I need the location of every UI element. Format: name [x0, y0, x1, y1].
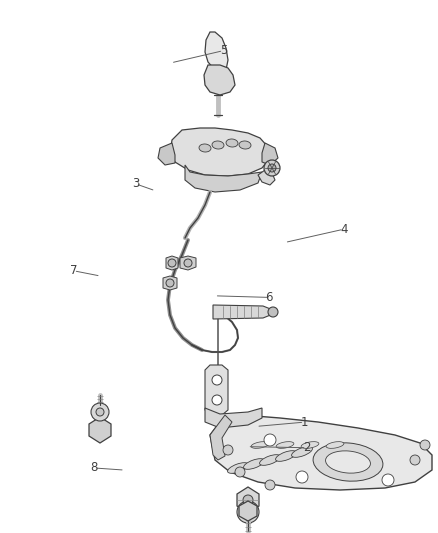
Polygon shape	[180, 256, 196, 270]
Ellipse shape	[228, 463, 248, 473]
Text: 2: 2	[303, 441, 311, 454]
Ellipse shape	[251, 442, 269, 448]
Ellipse shape	[276, 451, 297, 462]
Text: 8: 8	[91, 462, 98, 474]
Ellipse shape	[276, 442, 294, 448]
Polygon shape	[210, 415, 432, 490]
Ellipse shape	[239, 141, 251, 149]
Polygon shape	[205, 365, 228, 415]
Circle shape	[296, 471, 308, 483]
Text: 6: 6	[265, 291, 273, 304]
Text: 7: 7	[70, 264, 78, 277]
Circle shape	[168, 259, 176, 267]
Text: 5: 5	[220, 44, 227, 57]
Circle shape	[382, 474, 394, 486]
Circle shape	[265, 480, 275, 490]
Circle shape	[223, 445, 233, 455]
Polygon shape	[213, 305, 273, 319]
Polygon shape	[163, 276, 177, 290]
Circle shape	[264, 160, 280, 176]
Circle shape	[264, 434, 276, 446]
Circle shape	[268, 164, 276, 172]
Polygon shape	[158, 143, 175, 165]
Ellipse shape	[260, 455, 280, 465]
Circle shape	[420, 440, 430, 450]
Circle shape	[212, 375, 222, 385]
Polygon shape	[170, 128, 270, 176]
Polygon shape	[237, 487, 259, 513]
Ellipse shape	[326, 442, 344, 448]
Polygon shape	[166, 256, 178, 270]
Circle shape	[268, 307, 278, 317]
Ellipse shape	[226, 139, 238, 147]
Polygon shape	[205, 32, 228, 73]
Polygon shape	[210, 415, 232, 460]
Ellipse shape	[301, 442, 319, 448]
Circle shape	[96, 408, 104, 416]
Circle shape	[410, 455, 420, 465]
Circle shape	[243, 507, 253, 517]
Ellipse shape	[313, 443, 383, 481]
Ellipse shape	[244, 459, 265, 470]
Circle shape	[184, 259, 192, 267]
Ellipse shape	[292, 447, 312, 457]
Polygon shape	[262, 143, 278, 165]
Polygon shape	[239, 501, 257, 521]
Circle shape	[235, 467, 245, 477]
Ellipse shape	[325, 451, 371, 473]
Polygon shape	[204, 65, 235, 95]
Circle shape	[212, 395, 222, 405]
Polygon shape	[205, 408, 262, 428]
Text: 3: 3	[132, 177, 139, 190]
Ellipse shape	[212, 141, 224, 149]
Circle shape	[237, 501, 259, 523]
Text: 4: 4	[340, 223, 348, 236]
Polygon shape	[258, 170, 275, 185]
Circle shape	[91, 403, 109, 421]
Polygon shape	[89, 417, 111, 443]
Text: 1: 1	[300, 416, 308, 429]
Circle shape	[166, 279, 174, 287]
Circle shape	[243, 495, 253, 505]
Ellipse shape	[199, 144, 211, 152]
Polygon shape	[185, 165, 262, 192]
